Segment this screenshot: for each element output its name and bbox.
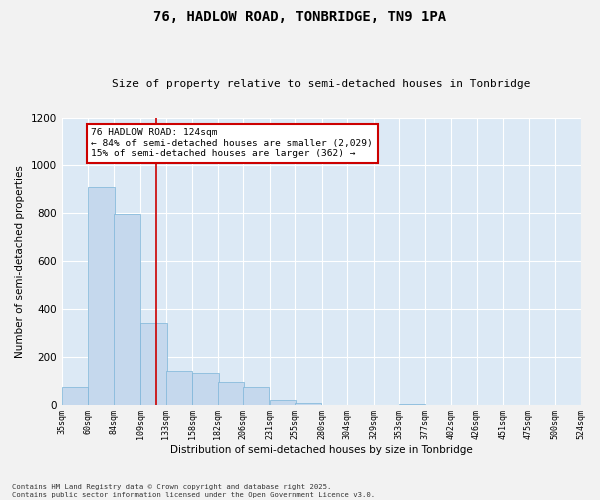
Bar — [166, 371, 192, 404]
Bar — [62, 386, 88, 404]
Y-axis label: Number of semi-detached properties: Number of semi-detached properties — [15, 164, 25, 358]
Bar — [140, 324, 167, 404]
Bar — [114, 214, 140, 404]
Bar — [88, 187, 115, 404]
Text: 76, HADLOW ROAD, TONBRIDGE, TN9 1PA: 76, HADLOW ROAD, TONBRIDGE, TN9 1PA — [154, 10, 446, 24]
Bar — [193, 374, 218, 404]
Text: 76 HADLOW ROAD: 124sqm
← 84% of semi-detached houses are smaller (2,029)
15% of : 76 HADLOW ROAD: 124sqm ← 84% of semi-det… — [91, 128, 373, 158]
X-axis label: Distribution of semi-detached houses by size in Tonbridge: Distribution of semi-detached houses by … — [170, 445, 472, 455]
Bar — [243, 386, 269, 404]
Bar — [270, 400, 296, 404]
Text: Contains HM Land Registry data © Crown copyright and database right 2025.
Contai: Contains HM Land Registry data © Crown c… — [12, 484, 375, 498]
Title: Size of property relative to semi-detached houses in Tonbridge: Size of property relative to semi-detach… — [112, 79, 530, 89]
Bar — [218, 382, 244, 404]
